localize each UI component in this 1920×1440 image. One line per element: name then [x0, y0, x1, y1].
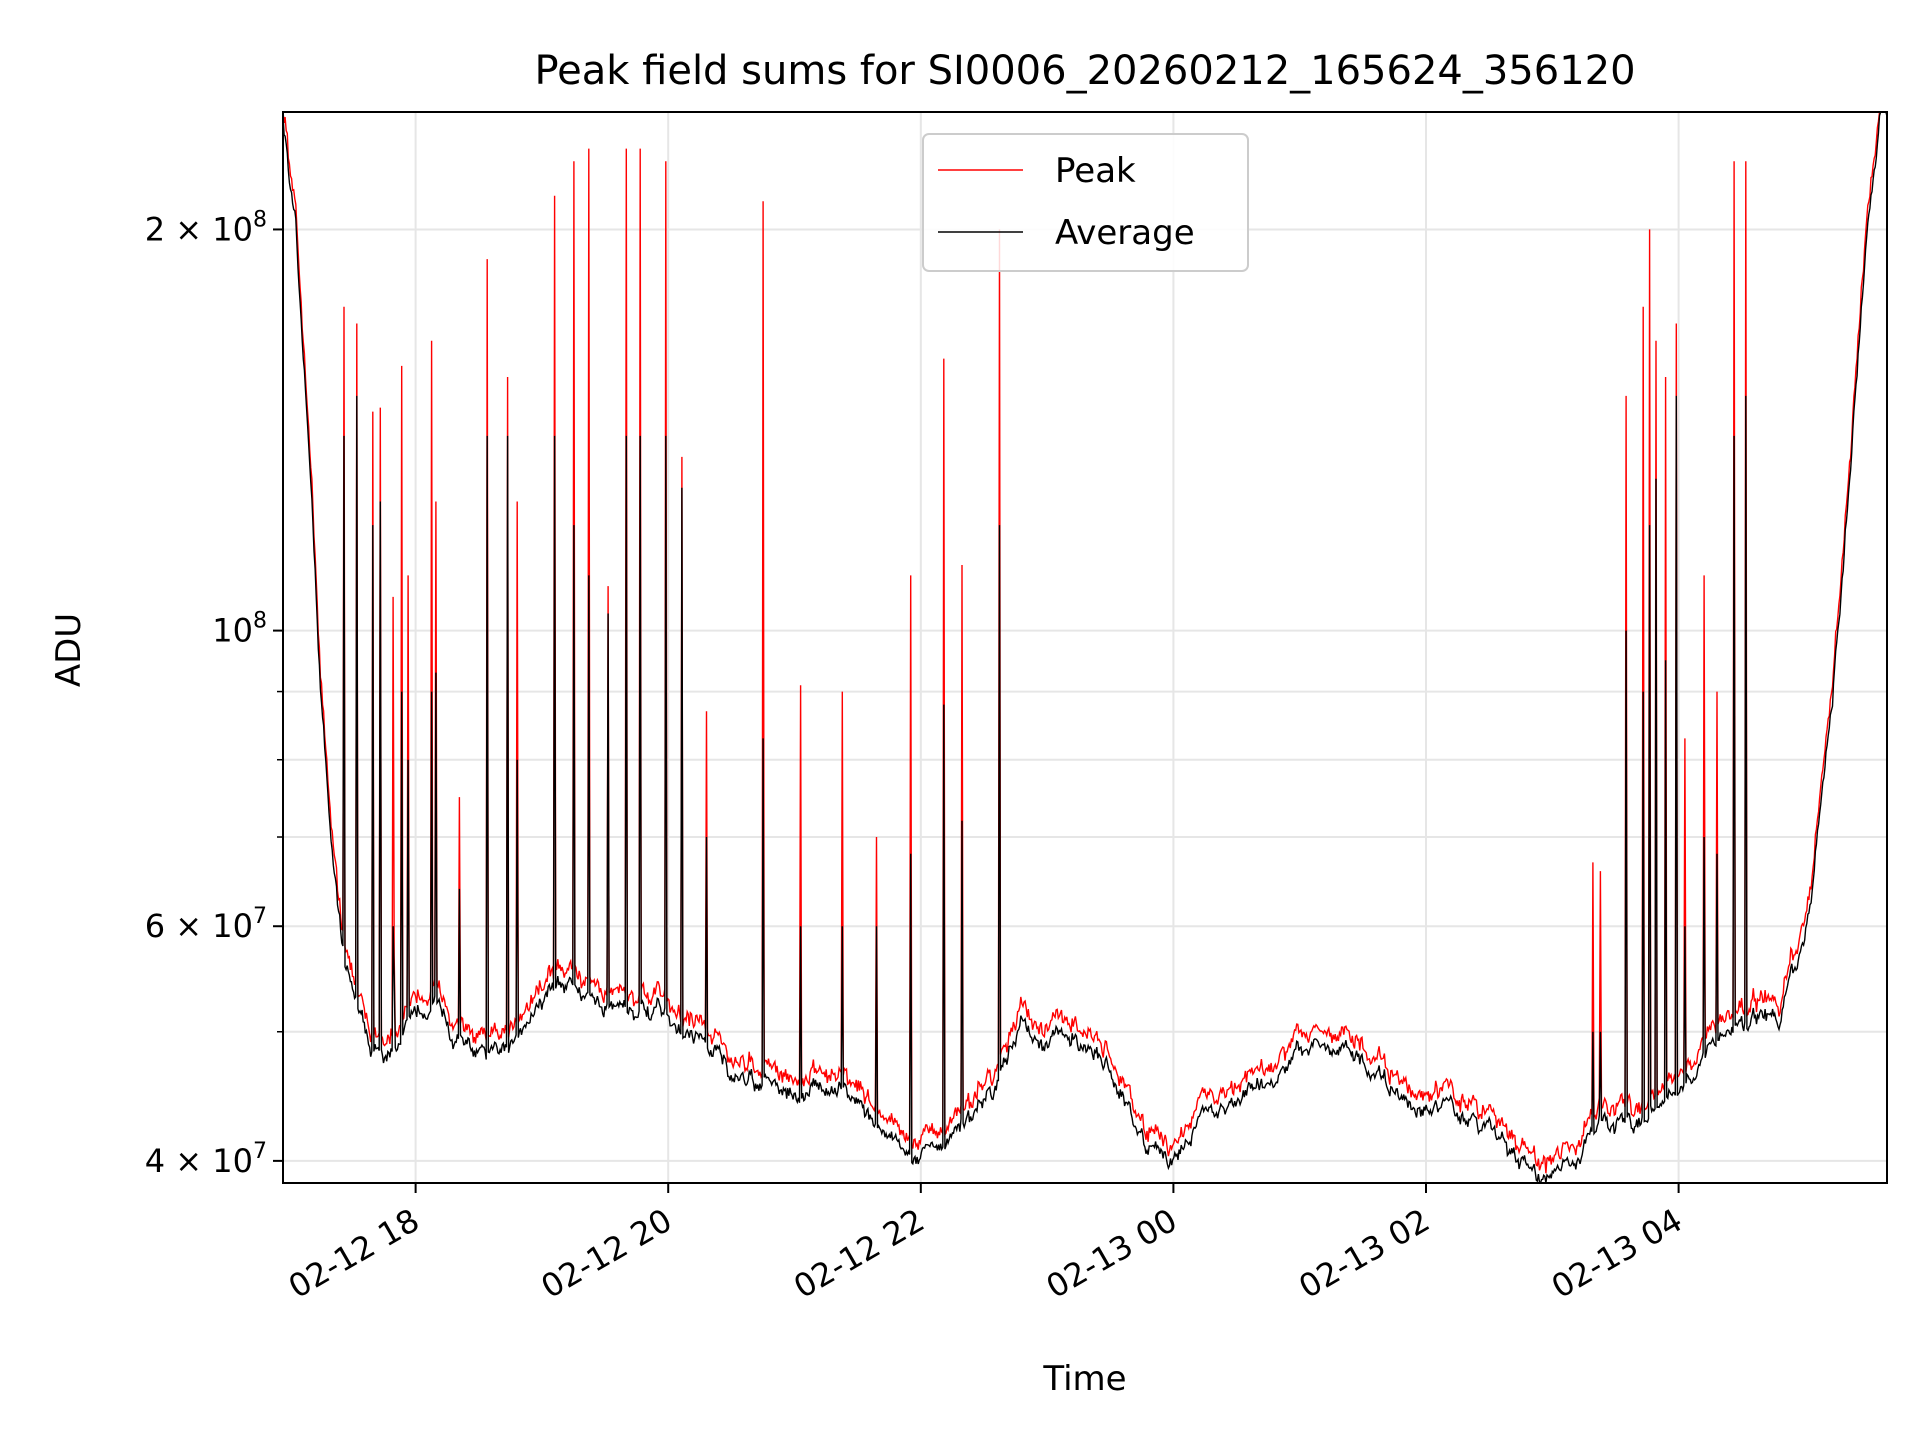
x-tick-label: 02-12 20	[535, 1201, 679, 1306]
y-tick-label: 6 × 107	[145, 904, 267, 945]
series-layer	[283, 112, 1887, 1183]
x-tick-label: 02-13 00	[1040, 1201, 1184, 1306]
x-tick-label: 02-13 02	[1292, 1201, 1436, 1306]
x-tick-label: 02-12 18	[282, 1201, 426, 1306]
x-tick-label: 02-12 22	[787, 1201, 931, 1306]
grid	[283, 112, 1887, 1183]
x-axis: 02-12 18 02-12 20 02-12 22 02-13 00 02-13 02…	[282, 1183, 1689, 1306]
x-axis-label: Time	[1042, 1359, 1126, 1399]
legend-peak-label: Peak	[1055, 151, 1136, 191]
legend: Peak Average	[922, 133, 1249, 272]
series-line-peak	[283, 112, 1887, 1174]
y-axis: 4 × 107 6 × 107 108 2 × 108	[145, 207, 283, 1180]
legend-average-label: Average	[1055, 213, 1195, 253]
legend-box	[922, 133, 1249, 272]
series-line-average	[283, 112, 1887, 1183]
x-tick-label: 02-13 04	[1545, 1201, 1689, 1306]
y-axis-label: ADU	[49, 613, 89, 687]
y-tick-label: 2 × 108	[145, 207, 267, 248]
y-tick-label: 4 × 107	[145, 1139, 267, 1180]
chart-title: Peak field sums for SI0006_20260212_1656…	[534, 48, 1635, 94]
y-tick-label: 108	[212, 609, 267, 650]
plot-frame	[282, 111, 1888, 1184]
